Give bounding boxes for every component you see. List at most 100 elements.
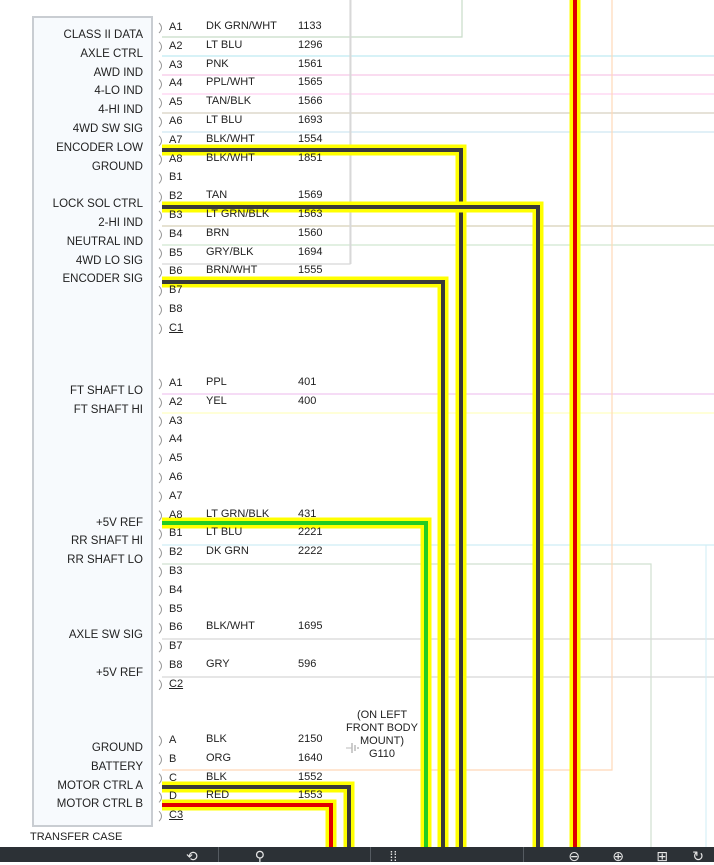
signal-label: GROUND	[91, 160, 143, 173]
highlighted-wire	[162, 803, 333, 862]
pin-terminal	[158, 116, 162, 128]
pin-terminal	[158, 191, 162, 203]
pin-label: B2	[169, 190, 183, 203]
wire-color-label: LT BLU	[206, 526, 243, 539]
wire-color-label: ORG	[206, 751, 232, 764]
wire-color-label: TAN	[206, 189, 228, 202]
wire-color-label: DK GRN	[206, 545, 249, 558]
thin-wire	[162, 0, 351, 265]
pin-terminal	[158, 435, 162, 446]
pin-terminal	[158, 173, 162, 184]
pin-label: B6	[169, 621, 183, 634]
signal-label: NEUTRAL IND	[66, 235, 143, 248]
circuit-number: 2150	[298, 733, 323, 745]
signal-label: GROUND	[91, 742, 143, 754]
wire-color-label: LT GRN/BLK	[206, 208, 270, 220]
search-icon[interactable]: ⚲	[254, 848, 265, 864]
signal-label: RR SHAFT LO	[67, 554, 143, 567]
pin-terminal	[158, 22, 162, 34]
circuit-number: 1133	[298, 20, 322, 32]
wire-color-label: PNK	[206, 57, 229, 70]
rotate-icon[interactable]: ↻	[692, 848, 704, 864]
signal-label: BATTERY	[91, 760, 143, 773]
circuit-number: 1693	[298, 114, 323, 126]
zoom-out-icon[interactable]: ⊖	[568, 848, 580, 864]
wire-color-label: RED	[206, 789, 230, 802]
pin-label: B2	[169, 546, 183, 559]
ground-id: G110	[368, 748, 396, 760]
pin-terminal	[158, 547, 162, 559]
ground-location-note: (ON LEFT FRONT BODY MOUNT) G110	[344, 709, 420, 761]
pin-label: B1	[169, 527, 183, 540]
pin-label: B	[169, 752, 177, 765]
wire-color-label: PPL	[206, 376, 227, 388]
circuit-number: 431	[298, 507, 317, 520]
pin-terminal	[158, 135, 162, 147]
wire-color-label: BRN/WHT	[206, 264, 258, 277]
wire-color-label: GRY	[206, 658, 230, 670]
circuit-number: 1695	[298, 620, 323, 633]
pin-terminal	[158, 210, 162, 222]
zoom-in-icon[interactable]: ⊕	[612, 848, 624, 864]
signal-label: MOTOR CTRL A	[57, 779, 143, 792]
pin-terminal	[158, 491, 162, 503]
circuit-number: 400	[298, 394, 317, 407]
pin-label: A2	[169, 39, 183, 52]
circuit-number: 1640	[298, 751, 323, 764]
layers-icon[interactable]: ⁞⁞	[389, 848, 398, 864]
grid-icon[interactable]: ⊞	[656, 848, 668, 864]
highlighted-wire	[162, 205, 540, 862]
pin-label: A1	[169, 377, 183, 389]
pin-label: B4	[169, 227, 183, 240]
highlighted-wire	[162, 148, 463, 862]
pin-label: A7	[169, 133, 183, 146]
module-caption: TRANSFER CASE	[30, 831, 123, 843]
wire-color-label: BLK	[206, 770, 227, 783]
pin-label: C2	[169, 677, 184, 690]
pin-terminal	[158, 41, 162, 53]
pin-label: A1	[169, 21, 183, 33]
circuit-number: 1552	[298, 770, 323, 783]
pin-label: B3	[169, 209, 183, 221]
pin-terminal	[158, 679, 162, 691]
pin-terminal	[158, 510, 162, 521]
pin-terminal	[158, 378, 162, 390]
pin-label: A7	[169, 489, 183, 502]
pin-label: C1	[169, 321, 184, 334]
pin-terminal	[158, 248, 162, 259]
pin-label: A8	[169, 508, 183, 521]
signal-label: FT SHAFT LO	[69, 385, 143, 397]
signal-label: AXLE SW SIG	[68, 629, 143, 642]
signal-label: 4-HI IND	[98, 104, 143, 117]
highlighted-wire	[162, 785, 351, 862]
wire-color-label: LT BLU	[206, 114, 243, 126]
circuit-number: 1560	[298, 226, 323, 239]
share-icon[interactable]: ⟲	[186, 848, 198, 864]
pin-label: B7	[169, 284, 183, 297]
wire-color-label: BLK/WHT	[206, 151, 255, 164]
wire-color-label: PPL/WHT	[206, 76, 255, 89]
highlighted-wires	[162, 0, 581, 862]
signal-label: +5V REF	[96, 667, 143, 679]
circuit-number: 1565	[298, 76, 323, 89]
pin-label: B8	[169, 303, 183, 315]
circuit-number: 1851	[298, 151, 323, 164]
pin-terminal	[158, 810, 162, 822]
pin-terminal	[158, 397, 162, 409]
toolbar-section-search: ⚲	[219, 847, 372, 864]
circuit-number: 1569	[298, 189, 323, 202]
wire-color-label: BRN	[206, 226, 230, 239]
pin-label: B4	[169, 583, 183, 596]
pin-arcs	[158, 22, 162, 822]
pin-terminal	[158, 623, 162, 634]
pin-terminal	[158, 754, 162, 766]
pin-label: A3	[169, 414, 183, 427]
pin-terminal	[158, 304, 162, 316]
signal-label: AXLE CTRL	[80, 47, 143, 60]
pin-label: B5	[169, 602, 183, 615]
pin-terminal	[158, 660, 162, 672]
pin-terminal	[158, 792, 162, 803]
pin-terminal	[158, 585, 162, 597]
pin-terminal	[158, 416, 162, 427]
pin-terminal	[158, 267, 162, 278]
